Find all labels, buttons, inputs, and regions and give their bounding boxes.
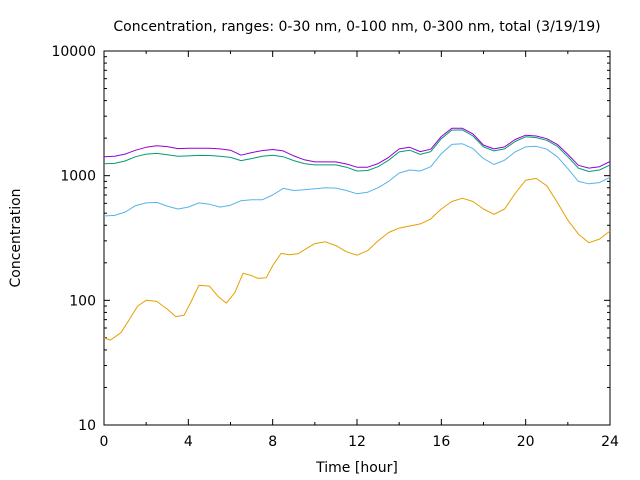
y-tick-label: 10 [78,418,96,434]
chart-title: Concentration, ranges: 0-30 nm, 0-100 nm… [113,19,600,35]
series-line-1 [103,177,611,341]
x-tick-label: 16 [432,434,450,450]
x-axis-label: Time [hour] [315,460,398,476]
y-axis-label: Concentration [8,188,24,287]
x-tick-label: 20 [517,434,535,450]
series-line-3 [103,129,611,172]
series-layer [103,127,611,341]
x-tick-label: 4 [184,434,193,450]
series-line-2 [103,143,611,217]
x-tick-label: 24 [601,434,619,450]
y-tick-label: 100 [69,293,96,309]
plot-frame [103,50,611,426]
axis-ticks: 0 4 8 12 16 20 24 10 100 1000 10000 [51,44,619,450]
y-tick-label: 1000 [60,169,96,185]
x-tick-label: 8 [268,434,277,450]
x-tick-label: 0 [100,434,109,450]
x-tick-label: 12 [348,434,366,450]
series-line-4 [103,127,611,169]
y-tick-label: 10000 [51,44,96,60]
